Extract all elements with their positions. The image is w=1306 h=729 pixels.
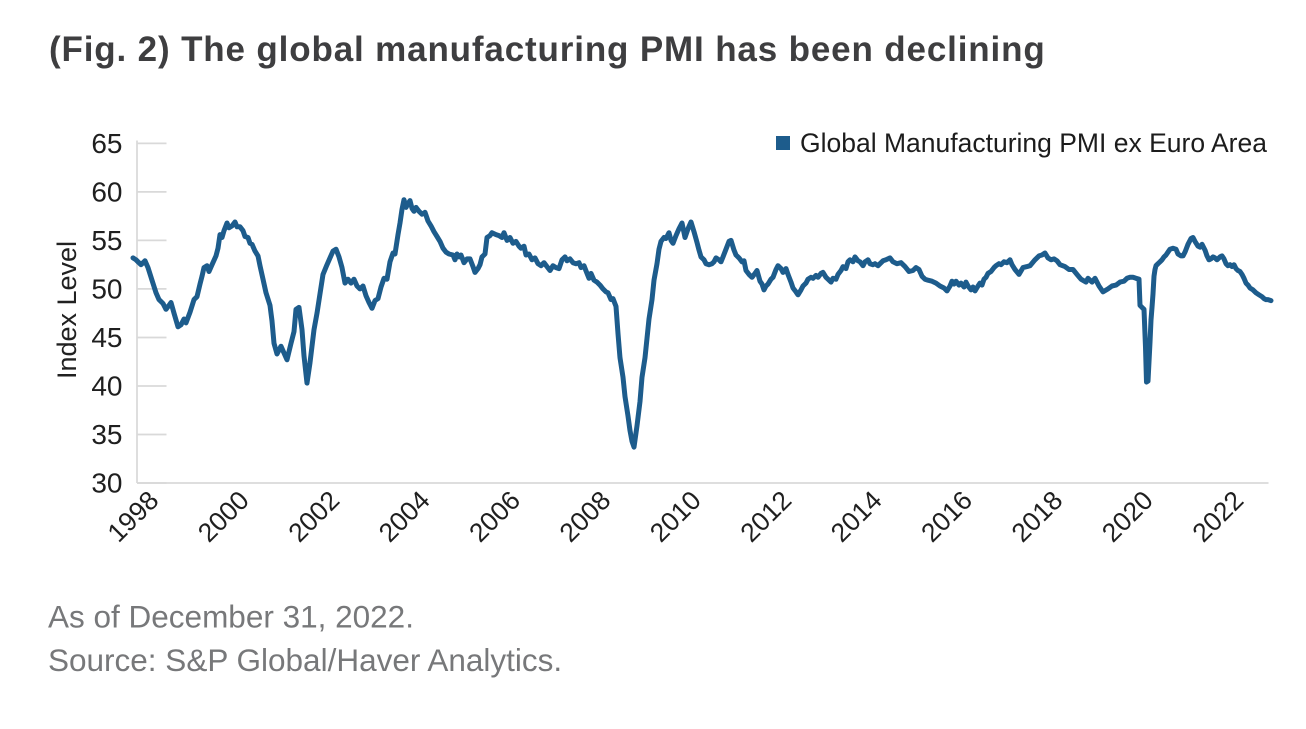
- svg-text:Index Level: Index Level: [52, 241, 82, 379]
- svg-text:Global Manufacturing PMI ex Eu: Global Manufacturing PMI ex Euro Area: [800, 128, 1267, 158]
- svg-text:45: 45: [91, 322, 122, 353]
- svg-text:35: 35: [91, 419, 122, 450]
- svg-text:60: 60: [91, 177, 122, 208]
- svg-text:50: 50: [91, 274, 122, 305]
- svg-text:(Fig. 2) The global manufactur: (Fig. 2) The global manufacturing PMI ha…: [49, 30, 1046, 69]
- svg-text:As of December 31, 2022.: As of December 31, 2022.: [48, 599, 414, 635]
- svg-text:Source: S&P Global/Haver Analy: Source: S&P Global/Haver Analytics.: [48, 642, 562, 678]
- svg-text:40: 40: [91, 371, 122, 402]
- svg-text:30: 30: [91, 468, 122, 499]
- svg-text:65: 65: [91, 128, 122, 159]
- svg-text:55: 55: [91, 225, 122, 256]
